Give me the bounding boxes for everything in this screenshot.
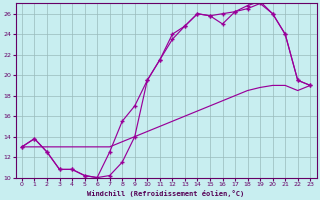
X-axis label: Windchill (Refroidissement éolien,°C): Windchill (Refroidissement éolien,°C): [87, 190, 245, 197]
